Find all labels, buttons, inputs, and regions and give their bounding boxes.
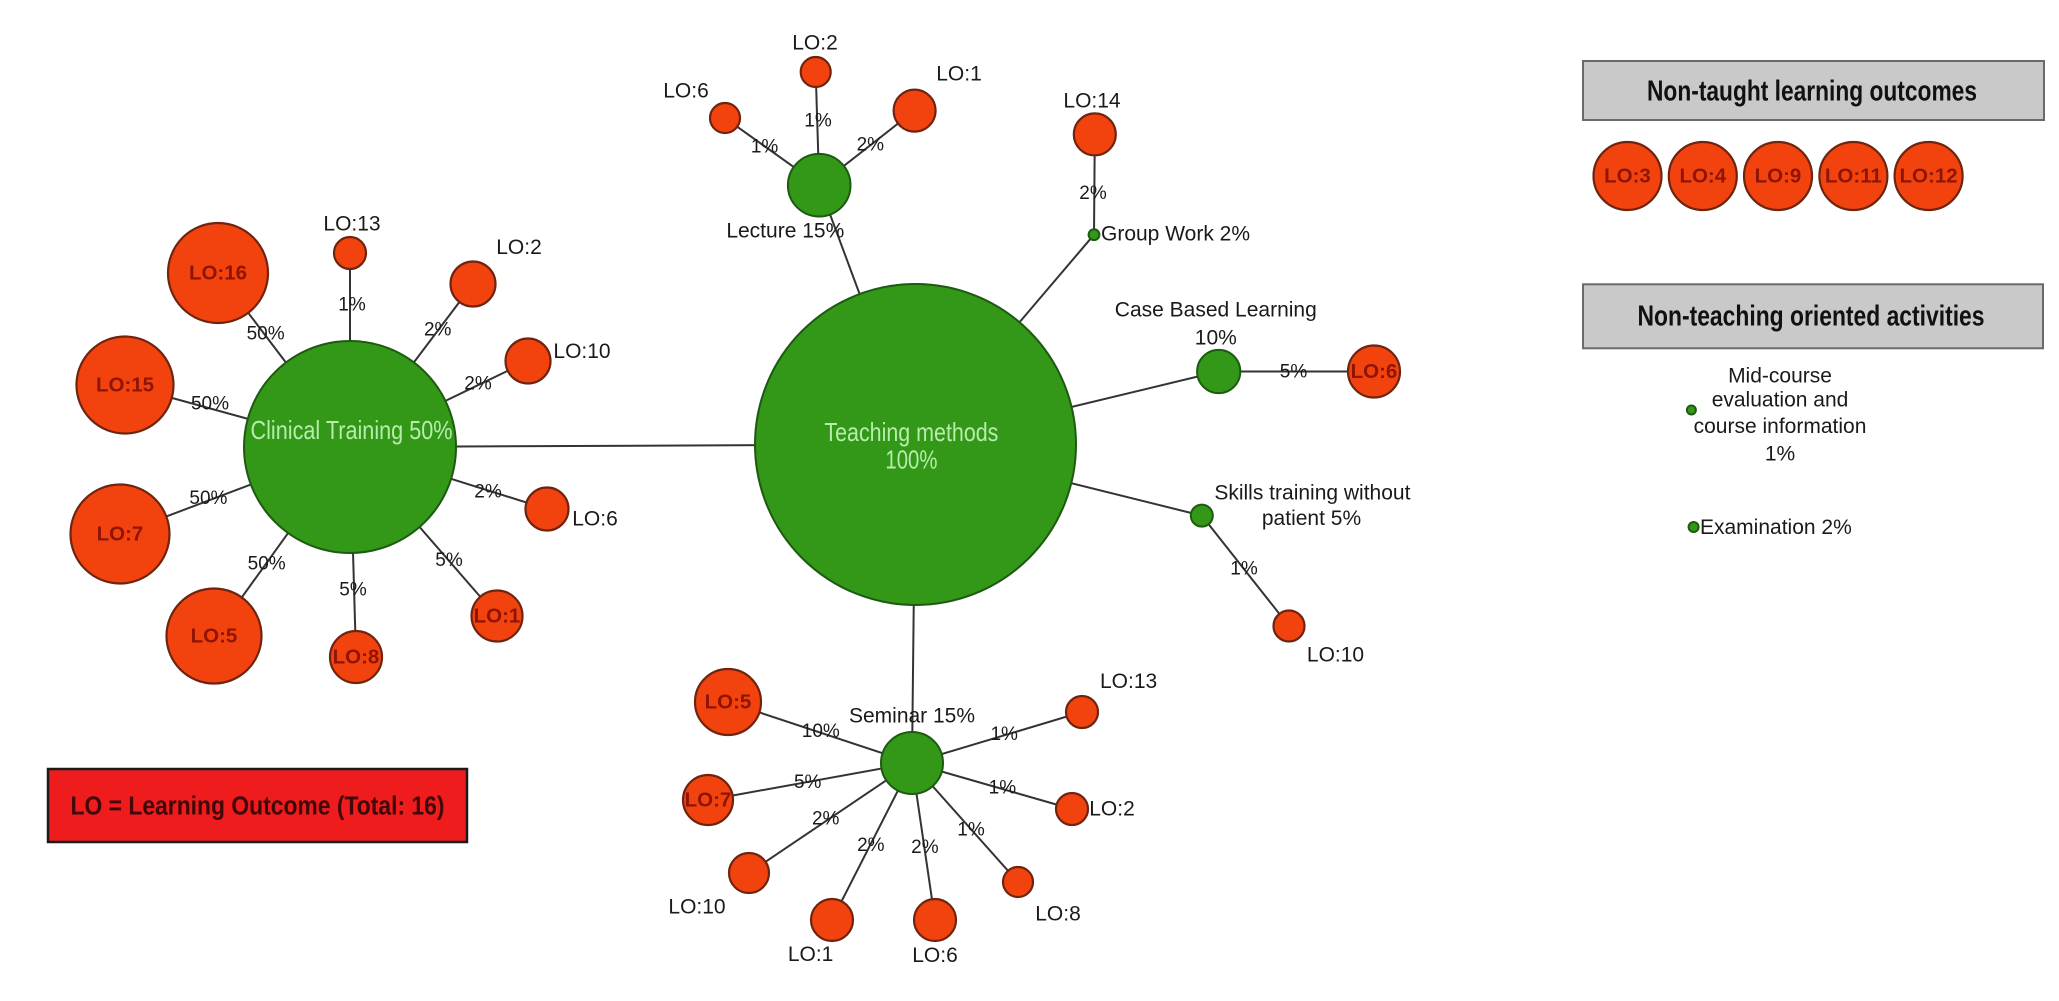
svg-text:LO:10: LO:10: [1307, 644, 1364, 667]
svg-text:Case Based Learning: Case Based Learning: [1115, 299, 1317, 322]
svg-text:patient 5%: patient 5%: [1262, 507, 1361, 530]
svg-text:LO:14: LO:14: [1063, 90, 1121, 113]
svg-text:2%: 2%: [857, 835, 885, 856]
svg-text:50%: 50%: [191, 394, 229, 415]
svg-text:2%: 2%: [474, 482, 502, 503]
svg-text:course information: course information: [1694, 415, 1867, 438]
svg-text:LO:2: LO:2: [1089, 798, 1135, 821]
svg-text:LO:1: LO:1: [936, 63, 982, 86]
svg-text:Skills training without: Skills training without: [1214, 482, 1410, 505]
svg-text:LO:1: LO:1: [788, 943, 834, 966]
svg-text:Teaching methods: Teaching methods: [824, 417, 998, 447]
svg-text:2%: 2%: [911, 837, 939, 858]
svg-text:2%: 2%: [424, 320, 452, 341]
svg-text:5%: 5%: [1280, 362, 1308, 383]
svg-text:1%: 1%: [338, 295, 366, 316]
svg-text:5%: 5%: [435, 550, 463, 571]
svg-text:1%: 1%: [804, 111, 832, 132]
svg-text:LO:6: LO:6: [572, 508, 618, 531]
svg-text:Non-taught learning outcomes: Non-taught learning outcomes: [1647, 76, 1977, 108]
svg-text:LO:7: LO:7: [97, 523, 144, 546]
svg-text:LO:6: LO:6: [1351, 360, 1398, 383]
svg-text:50%: 50%: [248, 554, 286, 575]
svg-text:LO:8: LO:8: [333, 646, 380, 669]
svg-text:LO:13: LO:13: [1100, 670, 1157, 693]
svg-text:LO:16: LO:16: [189, 262, 247, 285]
svg-text:LO:7: LO:7: [685, 789, 732, 812]
svg-text:evaluation and: evaluation and: [1712, 389, 1849, 412]
svg-text:LO:15: LO:15: [96, 374, 154, 397]
svg-text:LO:2: LO:2: [792, 32, 838, 55]
svg-text:Lecture 15%: Lecture 15%: [726, 220, 844, 243]
svg-text:2%: 2%: [857, 135, 885, 156]
svg-text:10%: 10%: [802, 721, 840, 742]
svg-text:1%: 1%: [990, 724, 1018, 745]
svg-text:Mid-course: Mid-course: [1728, 365, 1832, 388]
svg-text:LO:9: LO:9: [1755, 165, 1802, 188]
svg-text:LO:6: LO:6: [663, 80, 709, 103]
svg-text:LO:13: LO:13: [323, 213, 380, 236]
svg-text:LO:2: LO:2: [496, 236, 542, 259]
svg-text:5%: 5%: [794, 772, 822, 793]
svg-text:LO:12: LO:12: [1900, 165, 1958, 188]
svg-text:1%: 1%: [1765, 443, 1795, 466]
svg-text:Non-teaching oriented activiti: Non-teaching oriented activities: [1638, 301, 1985, 333]
svg-text:2%: 2%: [812, 809, 840, 830]
svg-text:Group Work 2%: Group Work 2%: [1101, 222, 1250, 245]
svg-text:100%: 100%: [885, 445, 937, 475]
svg-text:LO:5: LO:5: [705, 691, 752, 714]
svg-text:1%: 1%: [751, 137, 779, 158]
svg-text:Clinical Training 50%: Clinical Training 50%: [251, 415, 453, 445]
svg-text:10%: 10%: [1195, 327, 1237, 350]
svg-text:LO:5: LO:5: [191, 625, 238, 648]
svg-text:LO = Learning Outcome (Total:: LO = Learning Outcome (Total: 16): [71, 793, 445, 821]
svg-text:1%: 1%: [1230, 559, 1258, 580]
svg-text:5%: 5%: [339, 580, 367, 601]
svg-text:LO:11: LO:11: [1825, 165, 1882, 188]
svg-text:2%: 2%: [1079, 183, 1107, 204]
svg-text:50%: 50%: [189, 488, 227, 509]
svg-text:LO:10: LO:10: [668, 896, 725, 919]
svg-text:LO:3: LO:3: [1604, 165, 1651, 188]
svg-text:50%: 50%: [247, 324, 285, 345]
svg-text:LO:8: LO:8: [1035, 903, 1081, 926]
svg-text:LO:4: LO:4: [1679, 165, 1726, 188]
svg-text:Examination 2%: Examination 2%: [1700, 516, 1852, 539]
svg-text:LO:1: LO:1: [474, 605, 521, 628]
svg-text:2%: 2%: [464, 374, 492, 395]
svg-text:LO:6: LO:6: [912, 944, 958, 967]
svg-text:1%: 1%: [989, 778, 1017, 799]
svg-text:LO:10: LO:10: [553, 340, 610, 363]
svg-text:Seminar 15%: Seminar 15%: [849, 705, 975, 728]
svg-text:1%: 1%: [957, 820, 985, 841]
